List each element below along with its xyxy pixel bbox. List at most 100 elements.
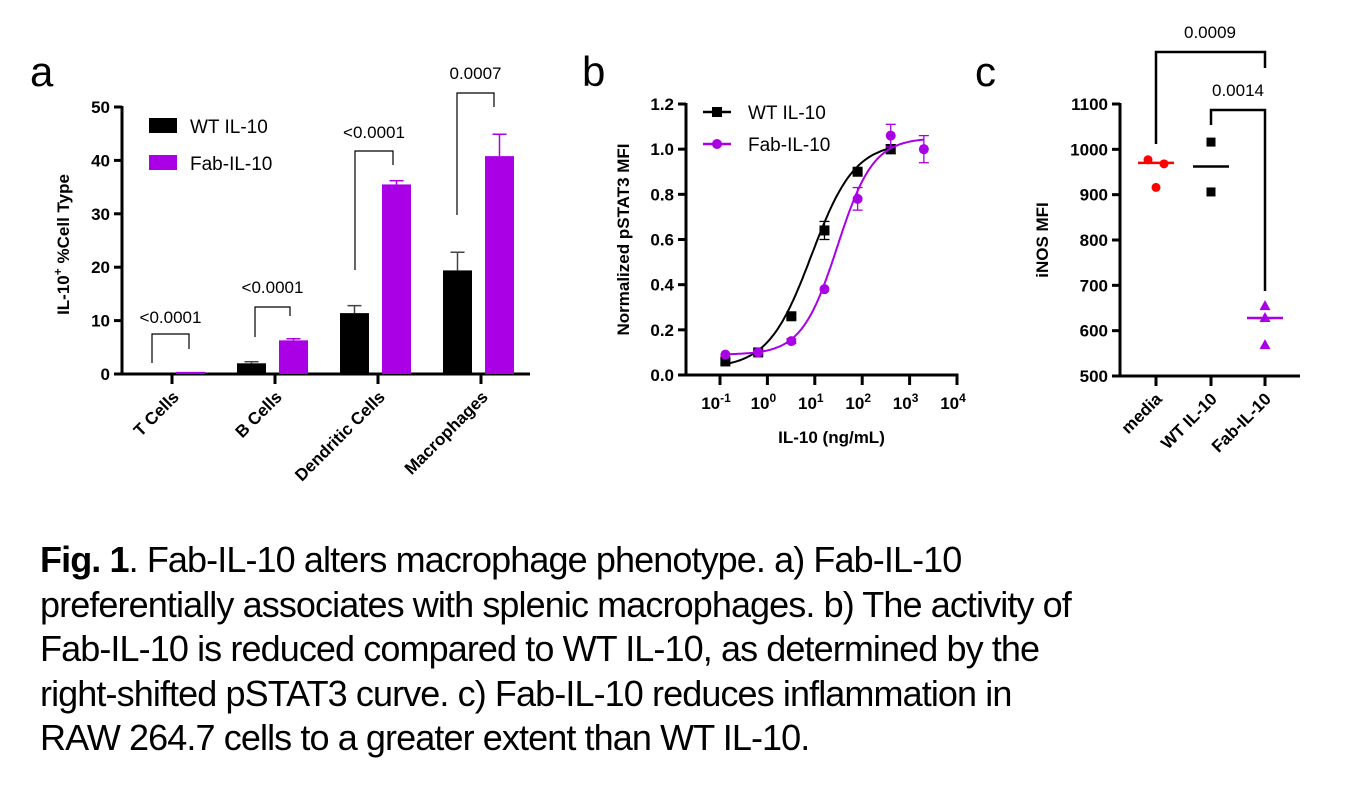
legend-label: WT IL-10: [748, 103, 826, 124]
data-point: [1259, 311, 1271, 322]
caption-line: Fab-IL-10 is reduced compared to WT IL-1…: [40, 628, 1040, 669]
tick-base: 10: [940, 394, 959, 413]
data-point-fab: [918, 144, 929, 155]
data-point: [1206, 137, 1216, 147]
x-tick-label: Dendritic Cells: [291, 387, 389, 485]
data-point: [1143, 155, 1153, 165]
tick-base: 10: [893, 394, 912, 413]
y-tick-label: 700: [1080, 276, 1108, 295]
panel-a-bar-chart: 0 10 20 30 40 50 IL-10+ %Cell Type T Cells B Cel…: [51, 64, 530, 485]
panel-letter-b: b: [582, 48, 605, 95]
x-tick-label: 100: [751, 391, 777, 413]
tick-exponent: -1: [720, 391, 731, 405]
x-tick-label: T Cells: [130, 387, 183, 440]
y-tick-label: 10: [91, 312, 110, 331]
significance-bracket: [354, 150, 394, 270]
y-tick-label: 50: [91, 98, 110, 117]
x-tick-label: 104: [940, 391, 966, 413]
y-tick-label: 0.4: [650, 276, 674, 295]
panel-b-dose-response-chart: 0.00.20.40.60.81.01.210-1 100 101 102 103 104…: [614, 95, 966, 447]
data-point-fab: [852, 193, 863, 204]
y-tick-label: 0.0: [650, 366, 674, 385]
legend-label: Fab-IL-10: [190, 154, 272, 175]
bar-wt: [237, 363, 266, 374]
tick-exponent: 3: [912, 391, 919, 405]
y-axis-label: Normalized pSTAT3 MFI: [614, 143, 633, 335]
bar-wt: [443, 270, 472, 374]
y-tick-label: 20: [91, 258, 110, 277]
tick-exponent: 0: [770, 391, 777, 405]
x-tick-label: 103: [893, 391, 919, 413]
tick-base: 10: [701, 394, 720, 413]
y-tick-label: 0.8: [650, 185, 674, 204]
legend-swatch: [149, 155, 177, 170]
data-point: [1151, 182, 1161, 192]
p-value-label: <0.0001: [343, 123, 405, 142]
p-value-label: <0.0001: [242, 278, 304, 297]
tick-base: 10: [845, 394, 864, 413]
data-point-wt: [786, 311, 797, 322]
y-tick-label: 900: [1080, 186, 1108, 205]
tick-exponent: 4: [959, 391, 966, 405]
p-value-label: <0.0001: [140, 308, 202, 327]
y-tick-label: 1.0: [650, 140, 674, 159]
p-value-label: 0.0007: [450, 64, 502, 83]
y-tick-label: 600: [1080, 322, 1108, 341]
data-point-fab: [819, 284, 830, 295]
bar-fab: [176, 371, 205, 374]
data-point-fab: [720, 349, 731, 360]
y-axis-label: IL-10+ %Cell Type: [51, 174, 73, 315]
fit-curve-wt: [725, 147, 891, 365]
significance-bracket: [1154, 50, 1267, 144]
bar-fab: [279, 340, 308, 374]
x-tick-label: Fab-IL-10: [1208, 389, 1275, 456]
x-tick-label: 102: [845, 391, 871, 413]
bar-fab: [382, 184, 411, 374]
tick-base: 10: [751, 394, 770, 413]
significance-bracket: [1209, 108, 1267, 291]
bar-fab: [485, 156, 514, 374]
y-axis-label: iNOS MFI: [1033, 202, 1052, 278]
data-point-fab: [786, 336, 797, 347]
y-tick-label: 1000: [1070, 140, 1108, 159]
x-tick-label: B Cells: [232, 387, 286, 441]
superscript-plus: +: [51, 268, 65, 275]
caption-line: Fig. 1. Fab-IL-10 alters macrophage phen…: [40, 538, 1330, 583]
fit-curve-fab: [725, 138, 925, 356]
y-tick-label: 800: [1080, 231, 1108, 250]
significance-bracket: [151, 333, 190, 363]
data-point-wt: [819, 225, 830, 236]
y-tick-label: 0.2: [650, 321, 674, 340]
p-value-label: 0.0014: [1212, 81, 1264, 100]
data-point-wt: [852, 166, 863, 177]
bar-wt: [340, 313, 369, 374]
caption-figure-label: Fig. 1: [40, 539, 130, 580]
x-tick-label: 10-1: [701, 391, 731, 413]
legend-swatch: [149, 118, 177, 133]
x-axis-label: IL-10 (ng/mL): [778, 428, 885, 447]
panel-letter-c: c: [975, 48, 996, 95]
tick-base: 10: [798, 394, 817, 413]
caption-text: . Fab-IL-10 alters macrophage phenotype.…: [128, 539, 963, 580]
data-point-wt: [720, 356, 731, 367]
data-point-fab: [753, 347, 764, 358]
y-tick-label: 0.6: [650, 231, 674, 250]
y-tick-label: 0: [101, 365, 110, 384]
caption-line: preferentially associates with splenic m…: [40, 583, 1072, 625]
y-axis-label-rest: %Cell Type: [54, 174, 73, 268]
y-tick-label: 500: [1080, 367, 1108, 386]
data-point: [1259, 339, 1271, 350]
figure-caption: Fig. 1. Fab-IL-10 alters macrophage phen…: [40, 538, 1330, 761]
y-tick-label: 40: [91, 151, 110, 170]
data-point: [1159, 159, 1169, 169]
x-tick-label: 101: [798, 391, 824, 413]
tick-exponent: 2: [864, 391, 871, 405]
x-tick-label: Macrophages: [401, 387, 492, 478]
caption-line: right-shifted pSTAT3 curve. c) Fab-IL-10…: [40, 672, 1012, 714]
y-tick-label: 30: [91, 205, 110, 224]
caption-line: RAW 264.7 cells to a greater extent than…: [40, 717, 810, 758]
legend-marker: [712, 107, 722, 117]
significance-bracket: [254, 306, 291, 337]
